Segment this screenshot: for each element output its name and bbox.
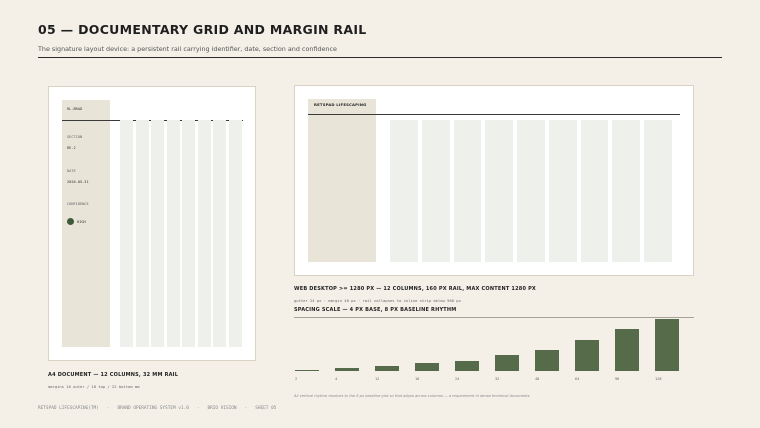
grid-column — [135, 120, 149, 347]
grid-column — [517, 120, 545, 262]
spacing-bar — [615, 329, 639, 371]
a4-document-panel: RL-BRAD SECTION RE-2 DATE 2026-05-31 CON… — [48, 86, 256, 361]
footer-item: · — [244, 406, 248, 411]
spacing-bar-label: 24 — [455, 377, 460, 381]
grid-column — [612, 120, 641, 262]
grid-column — [151, 120, 165, 347]
a4-caption: A4 DOCUMENT — 12 COLUMNS, 32 MM RAIL — [48, 372, 179, 378]
a4-caption-detail: margins 16 outer / 18 top / 22 bottom mm — [48, 384, 140, 389]
web-rail-title: RETSPAD LIFESCAPING — [314, 102, 367, 107]
grid-column — [120, 120, 133, 347]
footer-item: RETSPAD LIFESCAPING(TM) — [38, 406, 99, 411]
web-caption: WEB DESKTOP >= 1280 PX — 12 COLUMNS, 160… — [294, 286, 536, 292]
spacing-bar — [495, 355, 519, 371]
spacing-bar — [575, 339, 599, 371]
web-margin-rail — [308, 99, 376, 262]
grid-column — [548, 120, 577, 262]
footer-item: · — [106, 406, 110, 411]
footer: RETSPAD LIFESCAPING(TM) · BRAND OPERATING … — [38, 406, 276, 411]
grid-column — [580, 120, 609, 262]
web-column-grid — [390, 120, 673, 262]
web-caption-detail: gutter 24 px · margin 40 px · rail colla… — [294, 298, 461, 303]
spacing-bar-label: 64 — [575, 377, 580, 381]
spacing-bar-label: 16 — [415, 377, 420, 381]
spacing-bar-label: 12 — [375, 377, 380, 381]
grid-column — [390, 120, 418, 262]
a4-column-grid — [120, 120, 243, 347]
spacing-note: All vertical rhythm resolves to the 8 px… — [294, 394, 530, 398]
page-subtitle: The signature layout device: a persisten… — [38, 45, 337, 53]
spacing-bar-label: 128 — [655, 377, 662, 381]
rail-id: RL-BRAD — [67, 107, 83, 111]
rail-confidence-value: HIGH — [77, 220, 86, 224]
grid-column — [453, 120, 482, 262]
confidence-indicator — [67, 218, 74, 225]
spacing-bar-label: 48 — [535, 377, 540, 381]
spacing-bar-label: 32 — [495, 377, 500, 381]
grid-column — [197, 120, 211, 347]
grid-column — [229, 120, 243, 347]
spacing-bar-label: 4 — [335, 377, 338, 381]
title-divider — [38, 57, 722, 58]
grid-column — [182, 120, 196, 347]
spacing-bar — [455, 360, 479, 371]
rail-section-label: SECTION — [67, 135, 83, 139]
footer-item: · — [196, 406, 200, 411]
grid-column — [213, 120, 227, 347]
footer-item: SHEET 05 — [255, 406, 277, 411]
footer-item: BRAND OPERATING SYSTEM v1.0 — [117, 406, 189, 411]
grid-column — [485, 120, 514, 262]
grid-column — [421, 120, 450, 262]
page-title: 05 — DOCUMENTARY GRID AND MARGIN RAIL — [38, 22, 367, 37]
rail-date-value: 2026-05-31 — [67, 180, 89, 184]
spacing-bar — [655, 319, 679, 371]
rail-section-value: RE-2 — [67, 146, 76, 150]
spacing-rule — [294, 317, 694, 318]
web-desktop-panel: RETSPAD LIFESCAPING — [294, 85, 694, 276]
rail-confidence-label: CONFIDENCE — [67, 202, 89, 206]
spacing-title: SPACING SCALE — 4 PX BASE, 8 PX BASELINE… — [294, 307, 457, 313]
spacing-bar — [415, 363, 439, 371]
spacing-bar — [535, 350, 559, 371]
spacing-bar — [335, 368, 359, 371]
spacing-bar-label: 96 — [615, 377, 620, 381]
web-header-rule — [308, 114, 680, 115]
footer-item: BRIO VISION — [207, 406, 237, 411]
grid-column — [166, 120, 180, 347]
rail-date-label: DATE — [67, 169, 76, 173]
grid-column — [644, 120, 673, 262]
spacing-bar — [295, 369, 319, 371]
spacing-bar — [375, 365, 399, 371]
spacing-bar-label: 2 — [295, 377, 298, 381]
